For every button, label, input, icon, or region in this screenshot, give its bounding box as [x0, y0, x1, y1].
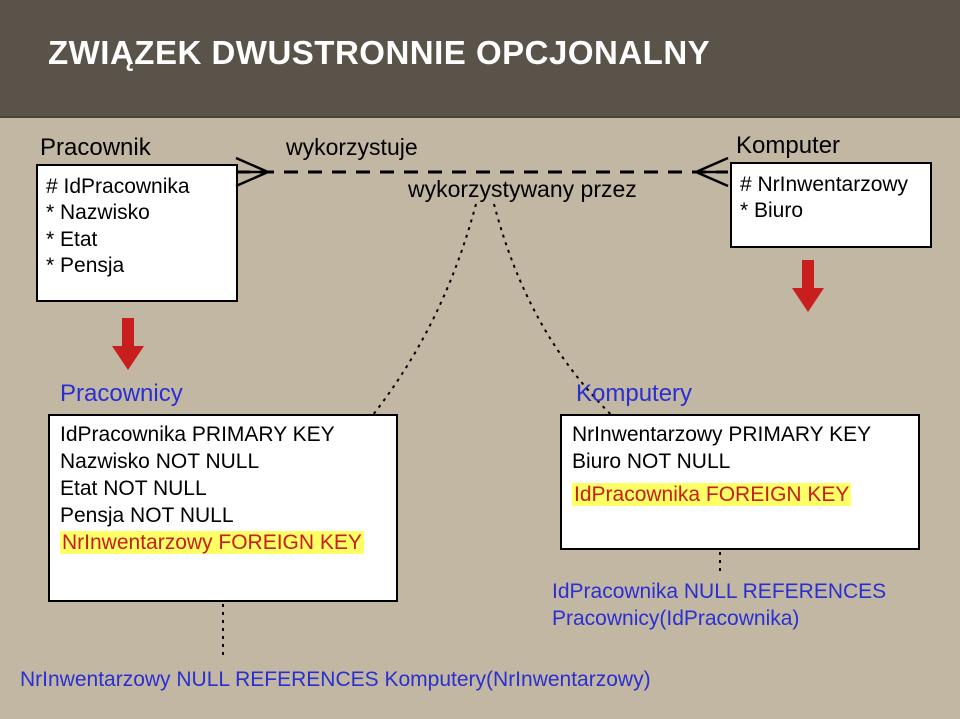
entity-attr: * Pensja	[46, 253, 228, 279]
table-col: NrInwentarzowy PRIMARY KEY	[572, 422, 908, 449]
ref-line: IdPracownika NULL REFERENCES	[552, 578, 886, 605]
table-right-box: NrInwentarzowy PRIMARY KEYBiuro NOT NULL…	[560, 414, 920, 550]
table-right-name: Komputery	[576, 380, 692, 408]
entity-attr: # IdPracownika	[46, 174, 228, 200]
entity-right-box: # NrInwentarzowy* Biuro	[730, 162, 932, 248]
table-left-box: IdPracownika PRIMARY KEYNazwisko NOT NUL…	[48, 414, 398, 602]
slide-title: ZWIĄZEK DWUSTRONNIE OPCJONALNY	[48, 34, 710, 72]
entity-right-attrs: # NrInwentarzowy* Biuro	[740, 172, 922, 225]
table-fk: NrInwentarzowy FOREIGN KEY	[60, 530, 386, 557]
table-col: Nazwisko NOT NULL	[60, 449, 386, 476]
ref-right: IdPracownika NULL REFERENCESPracownicy(I…	[552, 578, 886, 633]
table-left-name: Pracownicy	[60, 380, 183, 408]
entity-attr: # NrInwentarzowy	[740, 172, 922, 198]
table-col: Pensja NOT NULL	[60, 503, 386, 530]
entity-right-name: Komputer	[736, 132, 840, 160]
table-col: IdPracownika PRIMARY KEY	[60, 422, 386, 449]
rel-label-bottom: wykorzystywany przez	[408, 176, 637, 203]
ref-line: Pracownicy(IdPracownika)	[552, 605, 886, 632]
ref-bottom: NrInwentarzowy NULL REFERENCES Komputery…	[20, 668, 651, 692]
entity-attr: * Nazwisko	[46, 200, 228, 226]
rel-label-top: wykorzystuje	[286, 134, 418, 161]
entity-left-name: Pracownik	[40, 134, 151, 162]
entity-attr: * Biuro	[740, 198, 922, 224]
entity-left-attrs: # IdPracownika* Nazwisko* Etat* Pensja	[46, 174, 228, 279]
entity-left-box: # IdPracownika* Nazwisko* Etat* Pensja	[36, 164, 238, 302]
table-col: Biuro NOT NULL	[572, 449, 908, 476]
entity-attr: * Etat	[46, 227, 228, 253]
table-fk: IdPracownika FOREIGN KEY	[572, 482, 908, 509]
table-col: Etat NOT NULL	[60, 476, 386, 503]
